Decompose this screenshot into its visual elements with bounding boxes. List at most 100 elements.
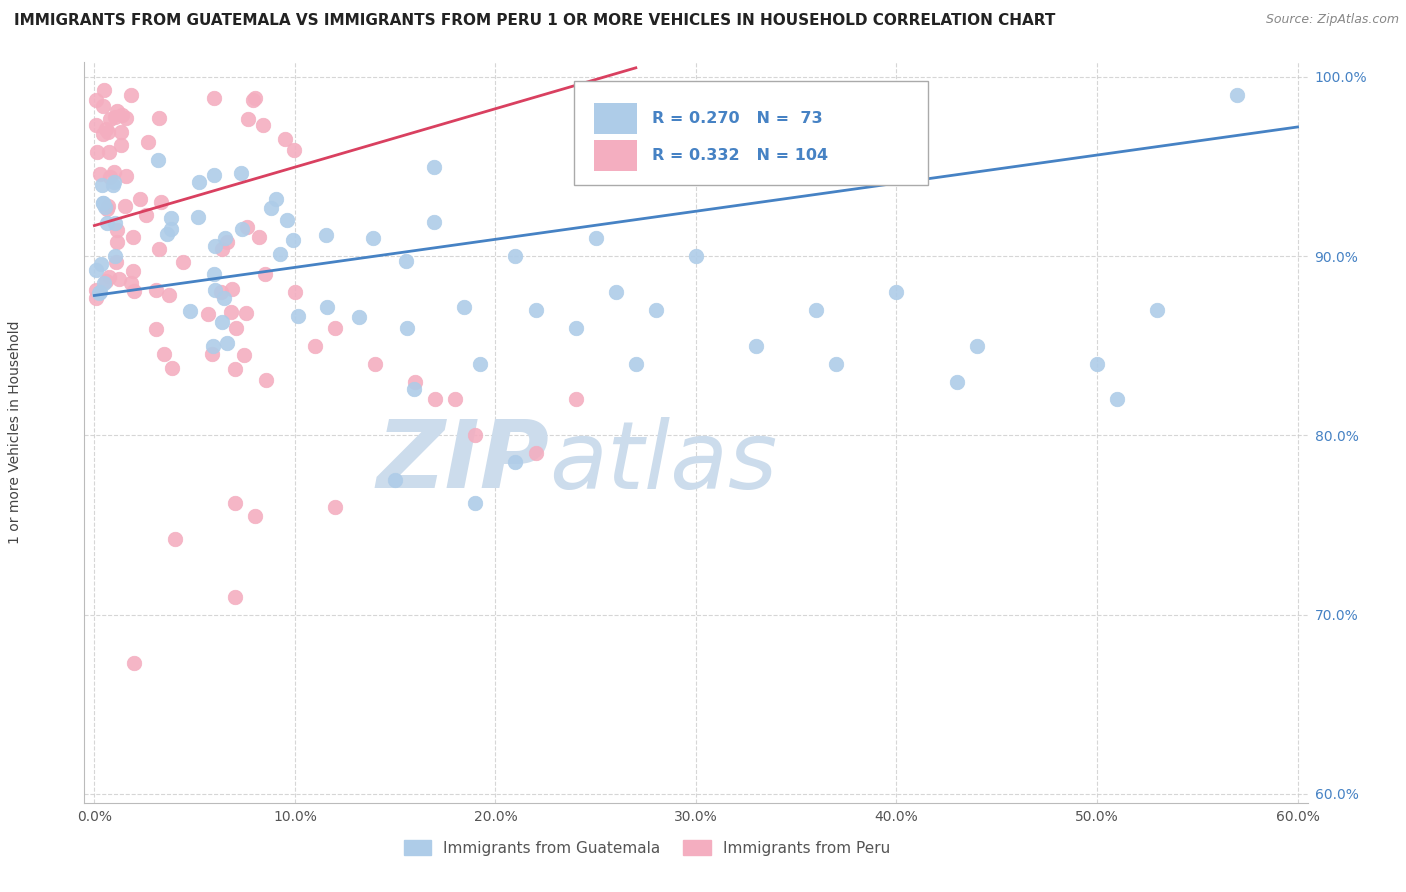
Point bbox=[564, 392, 586, 407]
Point bbox=[276, 212, 298, 227]
Point bbox=[110, 125, 132, 139]
Point bbox=[214, 230, 236, 244]
Point bbox=[103, 165, 125, 179]
Point bbox=[242, 93, 264, 107]
Point bbox=[96, 216, 118, 230]
Point bbox=[156, 227, 179, 241]
Point bbox=[89, 285, 111, 299]
Point bbox=[361, 231, 384, 245]
Point bbox=[136, 135, 159, 149]
Point bbox=[1107, 392, 1129, 407]
Point bbox=[122, 230, 145, 244]
Point bbox=[464, 496, 486, 510]
Point bbox=[146, 153, 169, 168]
Point bbox=[145, 322, 167, 336]
Point bbox=[219, 305, 242, 319]
Point bbox=[209, 285, 232, 299]
Point bbox=[105, 255, 128, 269]
Point bbox=[422, 215, 444, 229]
Point bbox=[159, 211, 181, 226]
Point bbox=[315, 228, 337, 243]
Point bbox=[150, 194, 173, 209]
Point bbox=[93, 83, 115, 97]
Point bbox=[235, 306, 257, 320]
Point bbox=[204, 283, 226, 297]
Point bbox=[806, 302, 828, 317]
Point bbox=[284, 285, 307, 299]
Point bbox=[187, 210, 209, 224]
Point bbox=[160, 361, 183, 376]
Point bbox=[287, 309, 309, 323]
Point bbox=[97, 199, 120, 213]
Text: R = 0.332   N = 104: R = 0.332 N = 104 bbox=[652, 148, 828, 163]
Point bbox=[232, 348, 254, 362]
Point bbox=[1146, 302, 1168, 317]
Point bbox=[254, 267, 277, 281]
Point bbox=[470, 357, 492, 371]
Point bbox=[101, 178, 124, 192]
Point bbox=[505, 249, 527, 263]
Point bbox=[91, 99, 114, 113]
Point bbox=[247, 230, 270, 244]
Point bbox=[423, 161, 446, 175]
Point bbox=[211, 242, 233, 256]
Point bbox=[120, 87, 142, 102]
Point bbox=[145, 283, 167, 297]
Point bbox=[188, 175, 211, 189]
Point bbox=[93, 276, 115, 290]
Point bbox=[86, 291, 108, 305]
Point bbox=[269, 247, 291, 261]
Point bbox=[114, 199, 136, 213]
Point bbox=[238, 112, 260, 126]
Bar bbox=[595, 103, 637, 135]
Point bbox=[91, 195, 114, 210]
Point bbox=[453, 300, 475, 314]
Point bbox=[1226, 87, 1249, 102]
Point bbox=[110, 138, 132, 153]
Point bbox=[98, 169, 121, 184]
Point bbox=[395, 254, 418, 268]
Text: R = 0.270   N =  73: R = 0.270 N = 73 bbox=[652, 112, 823, 126]
Point bbox=[104, 216, 127, 230]
Point bbox=[1085, 357, 1108, 371]
Point bbox=[404, 382, 426, 396]
Point bbox=[217, 235, 239, 250]
Point bbox=[323, 500, 346, 514]
Y-axis label: 1 or more Vehicles in Household: 1 or more Vehicles in Household bbox=[8, 321, 22, 544]
Point bbox=[283, 143, 305, 157]
Point bbox=[90, 257, 112, 271]
Point bbox=[179, 304, 201, 318]
Point bbox=[229, 166, 252, 180]
Point bbox=[945, 375, 967, 389]
Point bbox=[364, 357, 387, 371]
Point bbox=[148, 242, 170, 256]
Text: Source: ZipAtlas.com: Source: ZipAtlas.com bbox=[1265, 13, 1399, 27]
Point bbox=[212, 291, 235, 305]
Point bbox=[304, 339, 326, 353]
Point bbox=[624, 357, 647, 371]
Point bbox=[886, 285, 908, 299]
Point bbox=[94, 200, 117, 214]
Point bbox=[245, 91, 267, 105]
Point bbox=[129, 192, 152, 206]
Point bbox=[347, 310, 370, 324]
Point bbox=[231, 222, 253, 236]
Point bbox=[115, 111, 138, 125]
Point bbox=[148, 111, 170, 125]
Point bbox=[221, 282, 243, 296]
Point bbox=[124, 284, 146, 298]
Point bbox=[444, 392, 467, 407]
Point bbox=[564, 320, 586, 334]
Point bbox=[91, 196, 114, 211]
Bar bbox=[595, 140, 637, 171]
Point bbox=[94, 121, 117, 136]
Point bbox=[505, 455, 527, 469]
Point bbox=[201, 339, 224, 353]
Point bbox=[86, 145, 108, 160]
Point bbox=[202, 168, 225, 182]
Point bbox=[236, 219, 259, 234]
FancyBboxPatch shape bbox=[574, 81, 928, 185]
Point bbox=[103, 175, 125, 189]
Point bbox=[105, 104, 128, 119]
Point bbox=[86, 118, 108, 132]
